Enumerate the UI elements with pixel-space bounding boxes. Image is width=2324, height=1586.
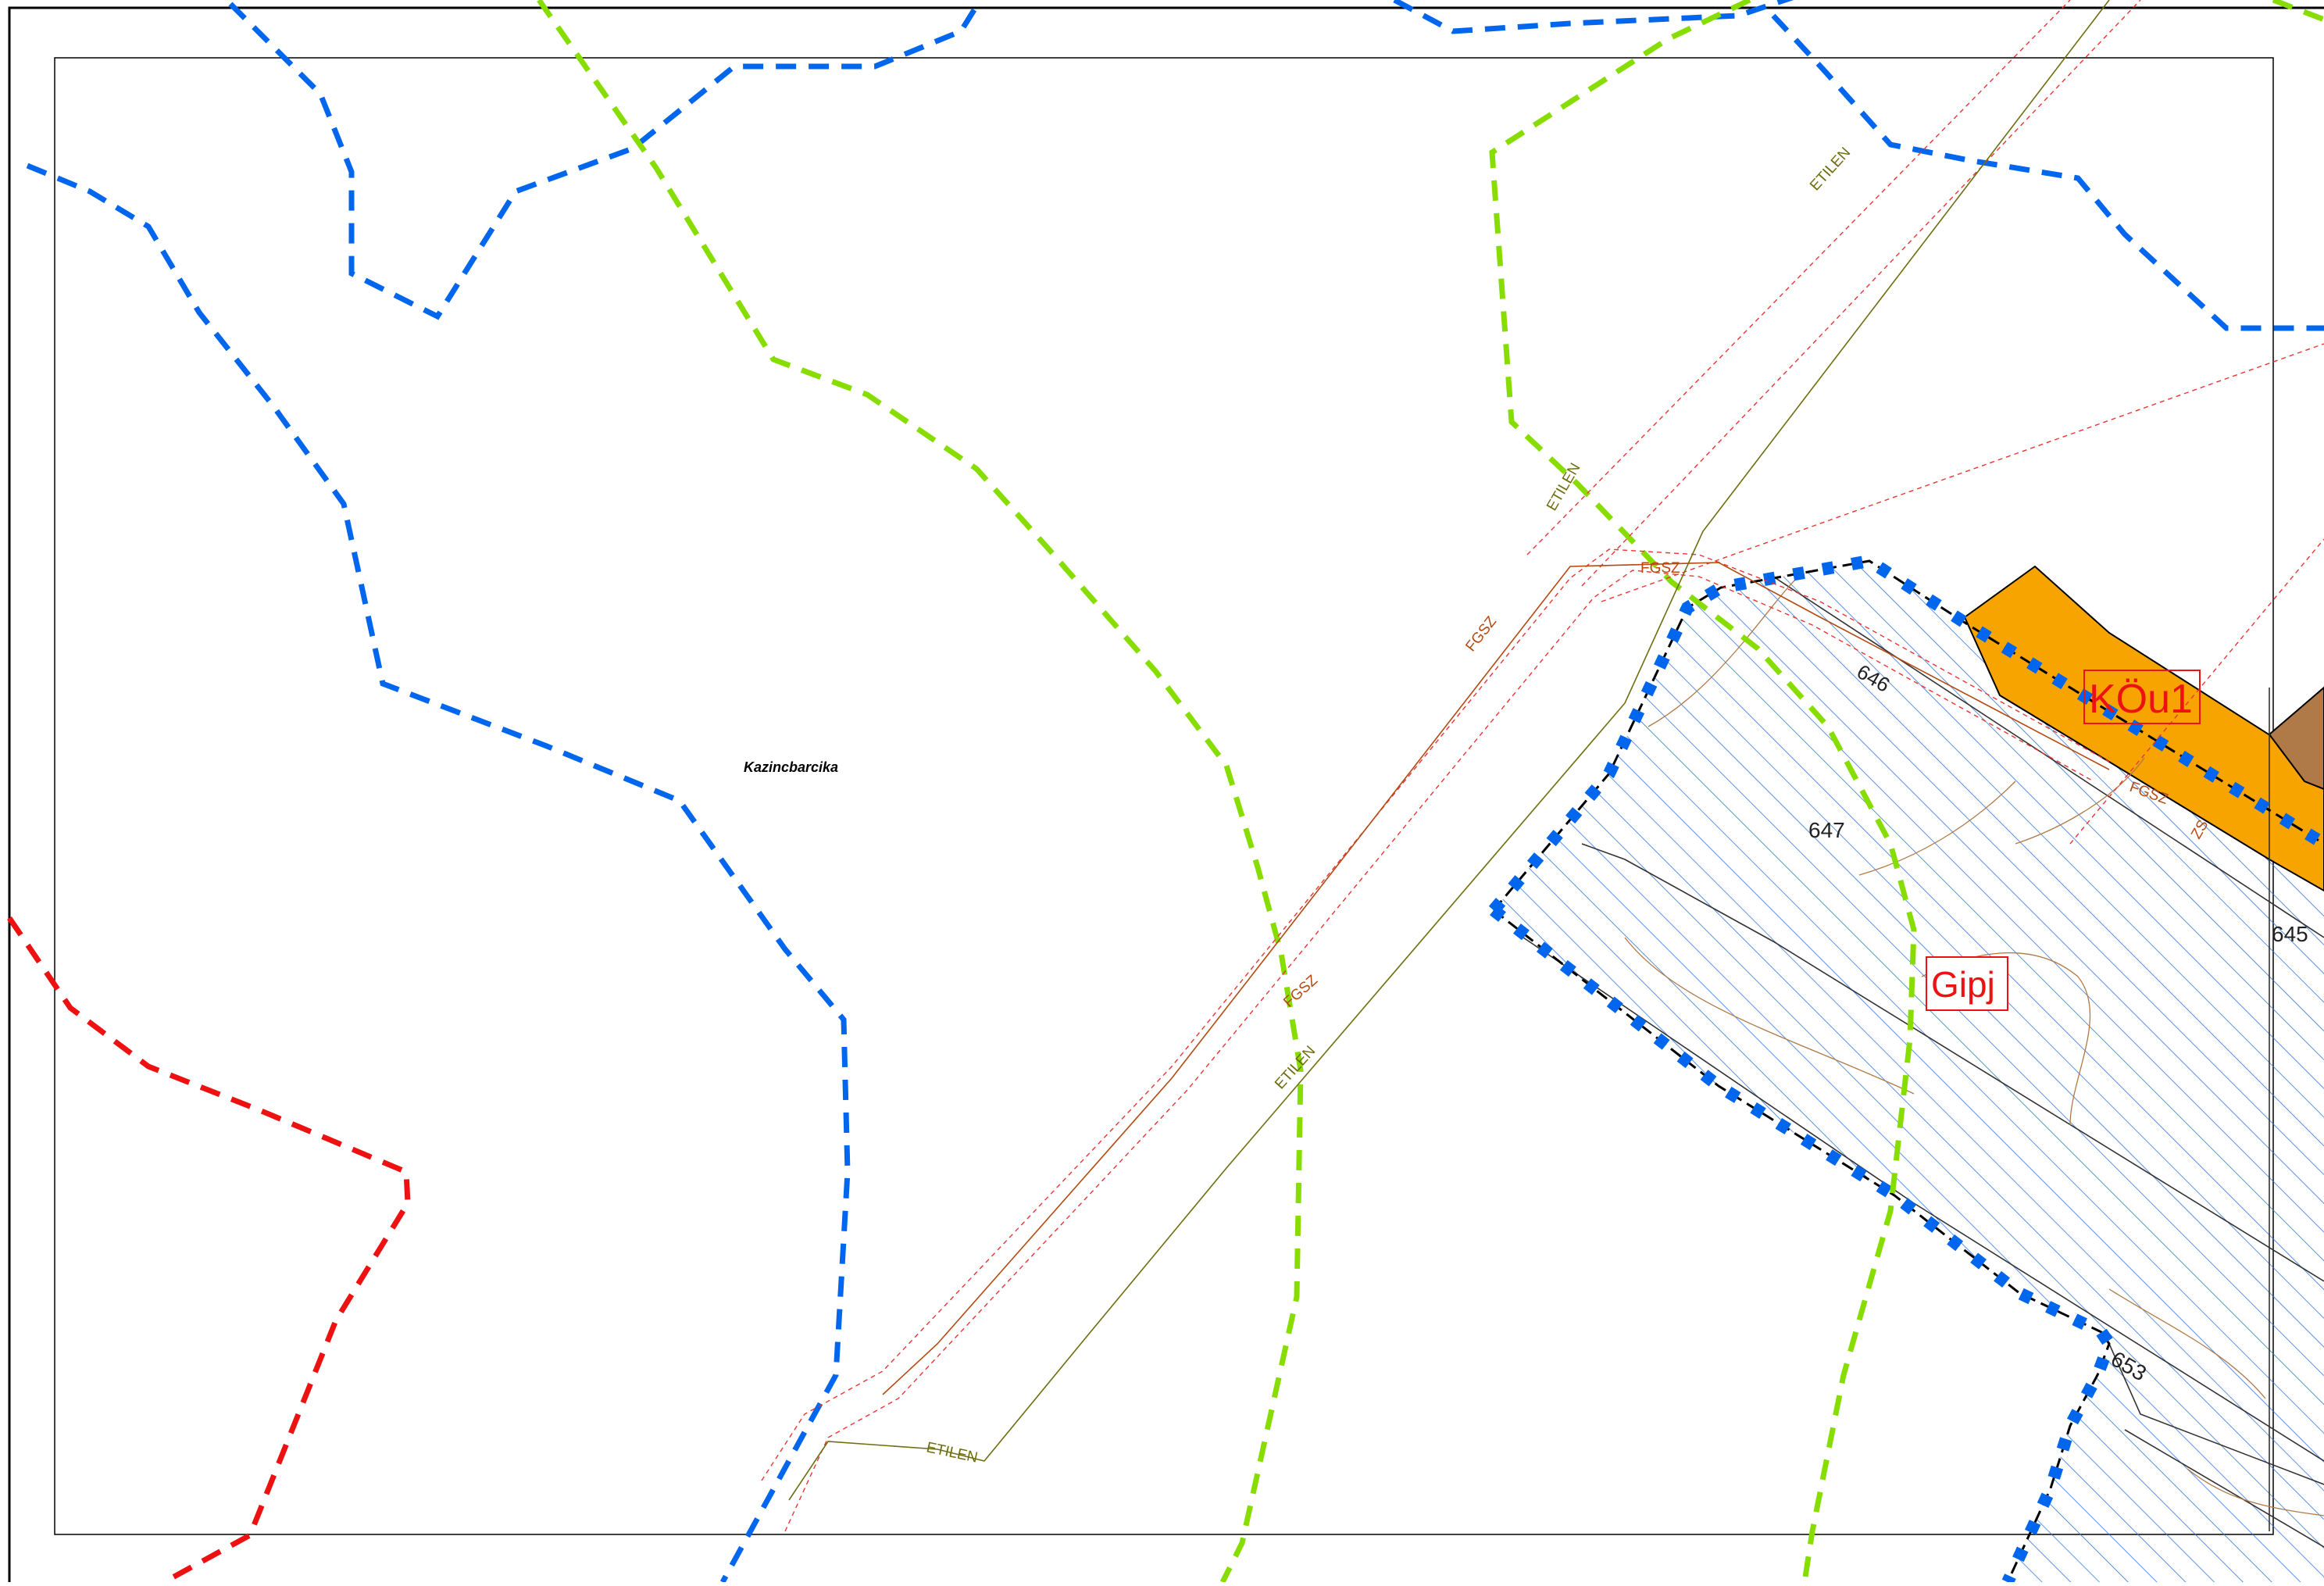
kou1-label-box: [2083, 670, 2201, 724]
parcel-number-647: 647: [1808, 818, 1845, 842]
etilen-label-2: ETILEN: [925, 1439, 979, 1466]
zone-boundary-blue-dotted: [1488, 554, 2324, 915]
zone-boundary-blue-dotted-lower: [1490, 905, 2116, 1582]
gipj-zone-area: [1494, 561, 2324, 1582]
kou1-zone-label: KÖu1: [2089, 677, 2193, 722]
blue-dashed-boundaries: [26, 0, 2324, 1582]
red-dashed-boundary: [7, 916, 411, 1582]
parcel-number-645: 645: [2272, 922, 2308, 946]
green-dashed-boundaries: [537, 0, 2324, 1582]
etilen-pipeline: [788, 0, 2110, 1501]
fgsz-label-4: FGSZ: [1462, 613, 1500, 655]
etilen-label-3: ETILEN: [1807, 145, 1854, 194]
brown-area: [2268, 686, 2324, 791]
fgsz-buffer-lines: [761, 0, 2324, 1532]
fgsz-pipeline: [882, 562, 2110, 1395]
gipj-label-box: [1926, 956, 2008, 1011]
place-name-label: Kazincbarcika: [744, 759, 838, 775]
fgsz-label-2: FGSZ: [1640, 560, 1680, 577]
outer-frame: [8, 6, 2324, 1582]
kou1-road-area: [1963, 565, 2324, 892]
gipj-zone-label: Gipj: [1931, 964, 1995, 1005]
